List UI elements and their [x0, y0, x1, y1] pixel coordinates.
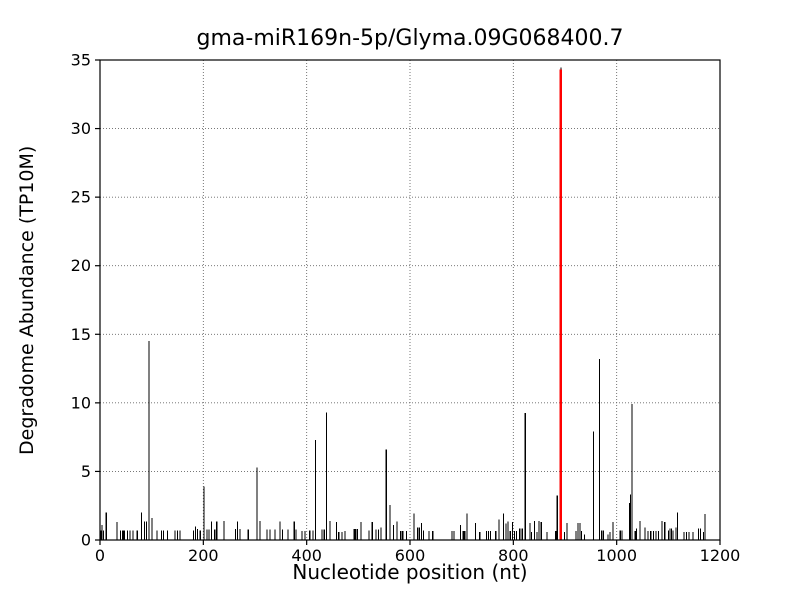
y-tick-label: 5 — [81, 462, 91, 481]
y-tick-label: 30 — [71, 119, 91, 138]
x-tick-label: 0 — [95, 546, 105, 565]
x-axis-label: Nucleotide position (nt) — [292, 560, 528, 584]
y-tick-label: 10 — [71, 393, 91, 412]
x-tick-label: 800 — [498, 546, 529, 565]
chart-title: gma-miR169n-5p/Glyma.09G068400.7 — [196, 26, 624, 51]
x-tick-label: 400 — [291, 546, 322, 565]
y-tick-label: 20 — [71, 256, 91, 275]
x-tick-label: 600 — [395, 546, 426, 565]
y-tick-label: 0 — [81, 531, 91, 550]
x-tick-label: 1000 — [596, 546, 637, 565]
y-tick-label: 15 — [71, 325, 91, 344]
x-tick-label: 1200 — [700, 546, 741, 565]
y-tick-label: 25 — [71, 188, 91, 207]
y-tick-label: 35 — [71, 51, 91, 70]
x-tick-label: 200 — [188, 546, 219, 565]
